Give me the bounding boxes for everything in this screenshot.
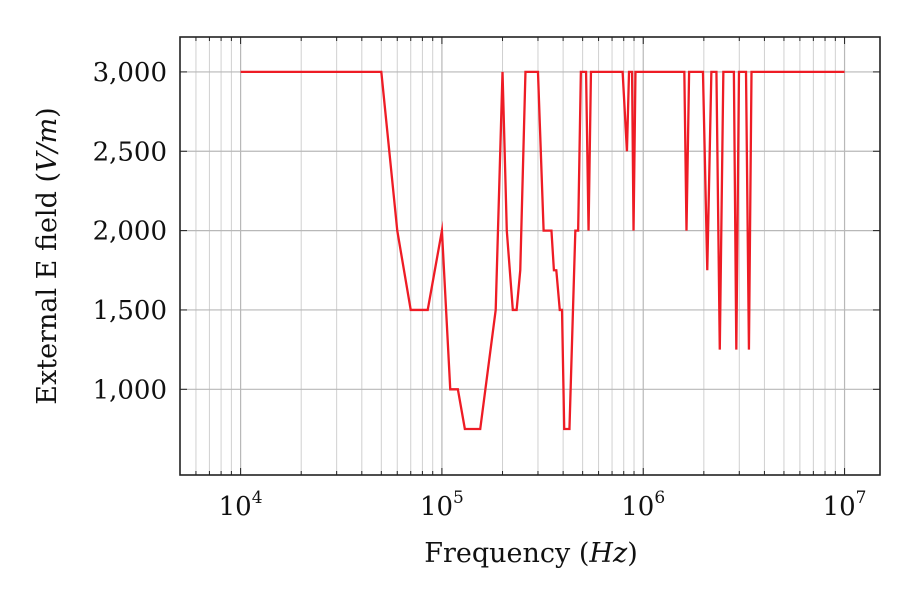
y-tick-label: 1,000 bbox=[93, 375, 167, 405]
x-axis-title-close: ) bbox=[627, 538, 638, 569]
y-axis-title-close: ) bbox=[32, 107, 63, 118]
x-tick-base: 10 bbox=[420, 492, 453, 522]
y-tick-label: 1,500 bbox=[93, 296, 167, 326]
grid-major-lines bbox=[180, 37, 880, 475]
series-layer bbox=[240, 70, 845, 431]
x-axis-title-unit: Hz bbox=[588, 538, 628, 569]
y-tick-labels: 1,000 1,500 2,000 2,500 3,000 bbox=[93, 58, 167, 405]
y-tick-label: 2,500 bbox=[93, 137, 167, 167]
x-tick-label: 104 bbox=[219, 488, 263, 522]
y-tick-label: 3,000 bbox=[93, 58, 167, 88]
x-tick-label: 106 bbox=[621, 488, 665, 522]
axis-ticks bbox=[179, 37, 880, 475]
grid-minor-lines bbox=[179, 37, 836, 475]
y-axis-title-text: External E field ( bbox=[32, 172, 63, 405]
y-axis-title: External E field (V/m) bbox=[32, 107, 63, 404]
x-tick-label: 107 bbox=[823, 488, 867, 522]
x-tick-exponent: 5 bbox=[453, 488, 464, 508]
plot-frame bbox=[179, 36, 881, 476]
x-tick-base: 10 bbox=[219, 492, 252, 522]
x-axis-title-text: Frequency ( bbox=[424, 538, 589, 569]
y-tick-label: 2,000 bbox=[93, 217, 167, 247]
y-axis-title-unit: V/m bbox=[32, 118, 63, 172]
x-tick-exponent: 6 bbox=[654, 488, 665, 508]
x-tick-exponent: 4 bbox=[252, 488, 263, 508]
x-tick-base: 10 bbox=[621, 492, 654, 522]
x-tick-labels: 104 105 106 107 bbox=[219, 488, 867, 522]
x-axis-title: Frequency (Hz) bbox=[424, 538, 637, 569]
x-tick-base: 10 bbox=[823, 492, 856, 522]
x-tick-label: 105 bbox=[420, 488, 464, 522]
x-tick-exponent: 7 bbox=[856, 488, 867, 508]
series-line bbox=[240, 70, 845, 431]
